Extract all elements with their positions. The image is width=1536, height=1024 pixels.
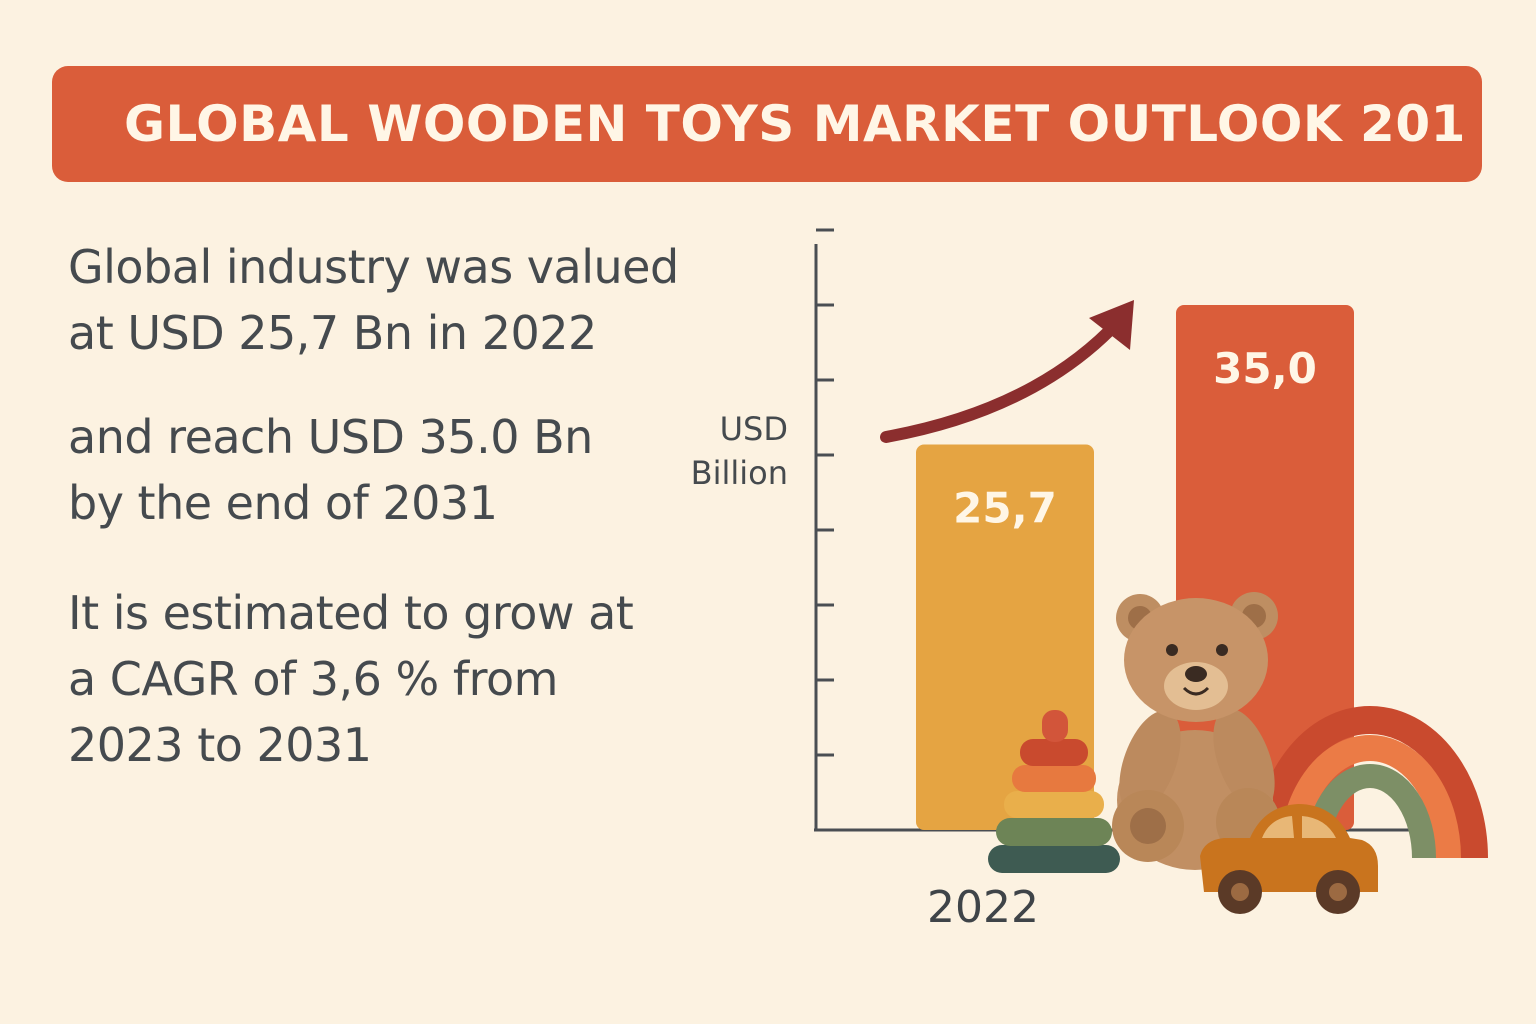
cagr-line-3: 2023 to 2031: [68, 718, 372, 772]
bar-value-label: 25,7: [953, 484, 1057, 533]
valuation-line-1: Global industry was valued: [68, 240, 679, 294]
cagr-line-1: It is estimated to grow at: [68, 586, 634, 640]
cagr-line-2: a CAGR of 3,6 % from: [68, 652, 558, 706]
valuation-line-2: at USD 25,7 Bn in 2022: [68, 306, 597, 360]
teddy-bear-icon: [1112, 592, 1280, 870]
x-tick-labels-group: 2022: [927, 882, 1039, 933]
forecast-paragraph: and reach USD 35.0 Bn by the end of 2031: [68, 404, 593, 536]
y-axis-ticks: [816, 228, 834, 757]
toy-car-icon: [1200, 804, 1378, 914]
forecast-line-1: and reach USD 35.0 Bn: [68, 410, 593, 464]
y-axis-label-line-2: Billion: [691, 454, 788, 492]
x-tick-label: 2022: [927, 882, 1039, 933]
page-title: GLOBAL WOODEN TOYS MARKET OUTLOOK 201: [124, 95, 1466, 153]
title-banner: GLOBAL WOODEN TOYS MARKET OUTLOOK 201: [52, 66, 1482, 182]
trend-arrow: [880, 300, 1134, 443]
bar-labels-group: 25,7 35,0: [953, 344, 1317, 533]
trend-arrow-line: [880, 316, 1124, 443]
valuation-paragraph: Global industry was valued at USD 25,7 B…: [68, 234, 679, 366]
trend-arrow-head: [1089, 300, 1134, 350]
stacking-rings-icon: [988, 710, 1120, 873]
cagr-paragraph: It is estimated to grow at a CAGR of 3,6…: [68, 580, 634, 778]
y-axis-label-line-1: USD: [720, 410, 788, 448]
bar-value-label: 35,0: [1213, 344, 1317, 393]
forecast-line-2: by the end of 2031: [68, 476, 498, 530]
